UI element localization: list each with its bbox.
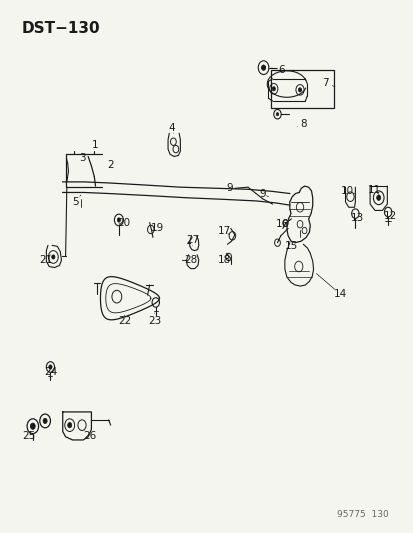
Text: 1: 1 — [92, 140, 99, 150]
Text: 6: 6 — [278, 65, 284, 75]
Text: 2: 2 — [107, 160, 114, 170]
Text: 27: 27 — [186, 235, 199, 245]
Text: 95775  130: 95775 130 — [336, 510, 388, 519]
Circle shape — [275, 112, 278, 116]
Text: 14: 14 — [333, 289, 346, 299]
Text: 9: 9 — [225, 183, 232, 193]
Text: 12: 12 — [383, 211, 396, 221]
Text: 8: 8 — [300, 119, 306, 128]
Text: 18: 18 — [217, 255, 230, 265]
Text: 15: 15 — [284, 241, 297, 252]
Text: 16: 16 — [275, 219, 288, 229]
Text: 26: 26 — [83, 431, 96, 441]
Circle shape — [271, 87, 275, 91]
Text: 23: 23 — [147, 317, 161, 327]
Circle shape — [52, 255, 55, 259]
Text: 13: 13 — [350, 213, 363, 223]
Text: 4: 4 — [169, 123, 175, 133]
Text: 11: 11 — [367, 185, 380, 195]
Text: DST−130: DST−130 — [22, 21, 100, 36]
Circle shape — [298, 88, 301, 92]
Text: 19: 19 — [150, 223, 163, 233]
Circle shape — [30, 423, 35, 430]
Circle shape — [43, 418, 47, 424]
Text: 25: 25 — [22, 431, 35, 441]
Text: 24: 24 — [44, 367, 57, 377]
Text: 5: 5 — [71, 197, 78, 207]
Text: 9: 9 — [259, 189, 266, 199]
Text: 21: 21 — [39, 255, 52, 265]
Text: 17: 17 — [217, 226, 230, 236]
Text: 7: 7 — [322, 78, 328, 88]
Text: 3: 3 — [79, 153, 85, 163]
Circle shape — [49, 365, 52, 369]
Circle shape — [67, 423, 71, 428]
Circle shape — [261, 65, 265, 70]
Text: 22: 22 — [118, 317, 131, 327]
Circle shape — [376, 195, 380, 200]
Text: 28: 28 — [183, 255, 197, 265]
Text: 20: 20 — [117, 218, 131, 228]
Circle shape — [117, 218, 120, 222]
Bar — [270, 70, 333, 108]
Text: 10: 10 — [340, 187, 353, 196]
